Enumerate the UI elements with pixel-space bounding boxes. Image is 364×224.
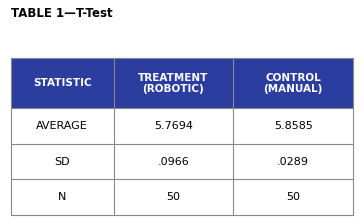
Text: TREATMENT
(ROBOTIC): TREATMENT (ROBOTIC) [138, 73, 209, 94]
Text: 5.7694: 5.7694 [154, 121, 193, 131]
Bar [11, 144, 353, 179]
Text: AVERAGE: AVERAGE [36, 121, 88, 131]
Text: N: N [58, 192, 67, 202]
Text: SD: SD [55, 157, 70, 167]
Text: STATISTIC: STATISTIC [33, 78, 92, 88]
Text: 5.8585: 5.8585 [274, 121, 313, 131]
Text: .0289: .0289 [277, 157, 309, 167]
Text: TABLE 1—T-Test: TABLE 1—T-Test [11, 7, 112, 20]
Text: .0966: .0966 [158, 157, 189, 167]
Text: 50: 50 [286, 192, 300, 202]
Text: 50: 50 [166, 192, 181, 202]
Bar [11, 58, 353, 108]
Bar [11, 58, 353, 215]
Text: CONTROL
(MANUAL): CONTROL (MANUAL) [264, 73, 323, 94]
Bar [11, 108, 353, 144]
Bar [11, 179, 353, 215]
